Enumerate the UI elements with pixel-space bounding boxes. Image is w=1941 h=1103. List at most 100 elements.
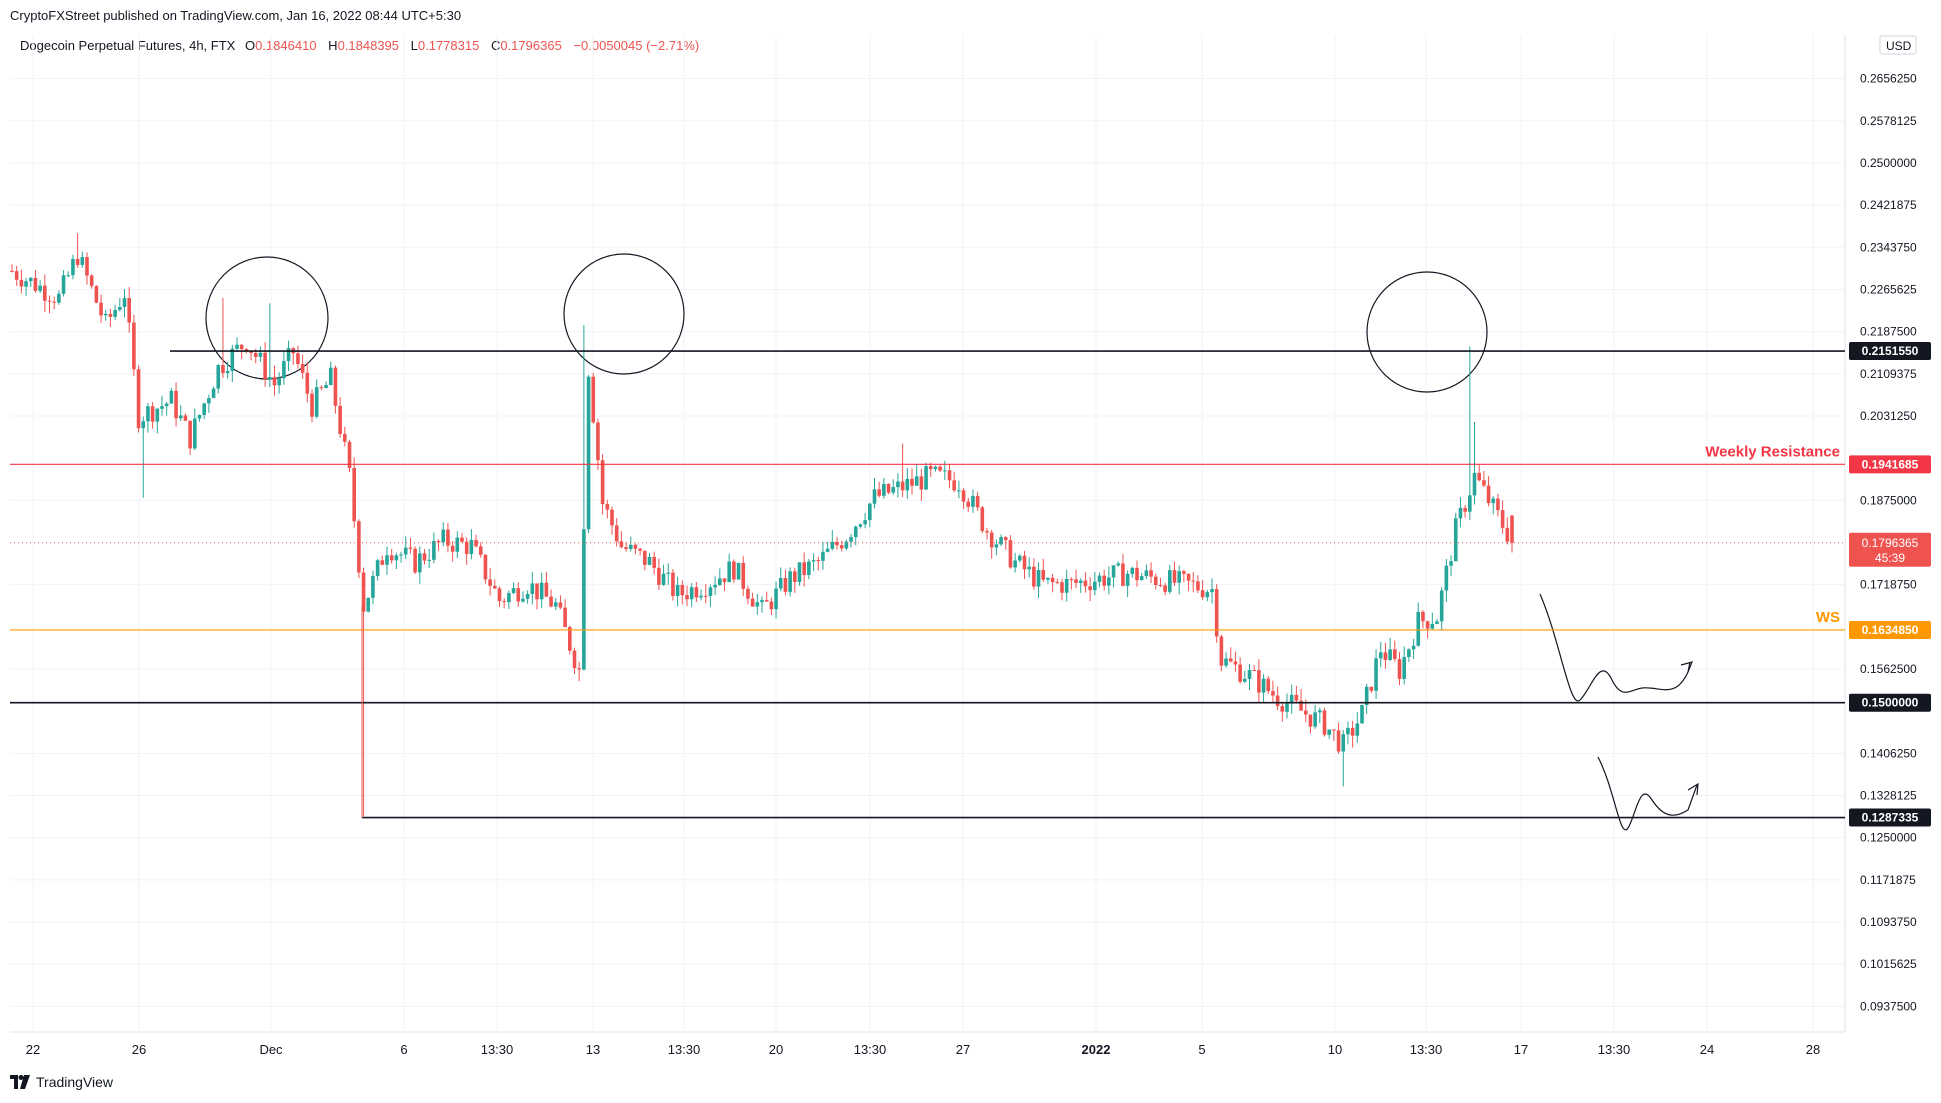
candle-body [66, 275, 71, 277]
candle-body [14, 271, 19, 280]
level-price-label: 0.1500000 [1862, 696, 1919, 710]
candle-body [938, 466, 942, 471]
candle-body [169, 390, 174, 404]
candle-body [1200, 590, 1205, 598]
candle-body [197, 414, 202, 419]
currency-label: USD [1886, 39, 1912, 53]
open-label: O [244, 38, 256, 53]
candle-body [57, 293, 61, 303]
candle-body [1388, 649, 1392, 660]
level-annotation: WS [1816, 609, 1840, 626]
candle-body [118, 306, 122, 310]
candle-body [563, 607, 567, 628]
candle-body [221, 365, 225, 374]
candle-body [685, 595, 689, 600]
candle-body [586, 376, 591, 530]
candle-body [1243, 678, 1247, 682]
candle-body [1093, 581, 1097, 591]
candle-body [549, 596, 553, 607]
candle-body [525, 593, 530, 599]
candle-body [624, 547, 628, 550]
candle-body [1238, 664, 1242, 682]
candle-body [403, 547, 408, 555]
level-price-box [1849, 620, 1931, 639]
candle-body [521, 598, 525, 602]
candle-body [605, 503, 610, 510]
candle-body [1041, 569, 1046, 580]
level-price-label: 0.2151550 [1862, 344, 1919, 358]
symbol-legend: Dogecoin Perpetual Futures, 4h, FTX O0.1… [20, 38, 699, 53]
candle-body [638, 548, 642, 551]
candle-body [493, 585, 497, 589]
candle-body [568, 627, 572, 651]
candle-body [1050, 577, 1055, 583]
candle-body [966, 501, 971, 507]
candle-body [455, 537, 460, 552]
candle-body [947, 470, 952, 481]
candle-body [357, 521, 361, 573]
candle-body [375, 560, 380, 576]
candle-body [643, 550, 647, 565]
candle-body [713, 584, 717, 588]
candle-body [596, 422, 600, 461]
candle-body [999, 537, 1003, 545]
candle-body [460, 537, 464, 542]
candle-body [666, 572, 671, 574]
candle-body [558, 602, 563, 608]
candle-body [296, 353, 300, 365]
candle-body [1069, 578, 1074, 580]
candle-body [703, 595, 708, 597]
x-tick-label: 2022 [1082, 1042, 1111, 1057]
candle-body [33, 277, 38, 291]
candle-body [1477, 472, 1481, 481]
candle-body [1153, 576, 1158, 586]
y-tick-label: 0.2187500 [1860, 325, 1917, 339]
candle-body [1149, 570, 1153, 577]
highlight-circle [205, 256, 329, 380]
y-tick-label: 0.2031250 [1860, 409, 1917, 423]
candle-series [10, 233, 1514, 817]
candle-body [10, 270, 14, 272]
candle-body [1472, 472, 1477, 496]
candle-body [1257, 670, 1261, 693]
x-tick-label: 13:30 [481, 1042, 514, 1057]
candle-body [1018, 555, 1022, 561]
candle-body [389, 555, 394, 561]
candle-body [1275, 695, 1280, 707]
candle-body [371, 575, 375, 598]
x-tick-label: 10 [1328, 1042, 1342, 1057]
candle-body [103, 313, 108, 316]
candle-body [268, 377, 272, 380]
candle-body [1294, 694, 1299, 701]
candle-body [1407, 649, 1411, 658]
candle-body [910, 478, 914, 486]
candle-body [1111, 565, 1116, 578]
level-price-box [1849, 342, 1931, 361]
candle-body [816, 560, 821, 562]
candle-body [694, 587, 699, 598]
candle-body [328, 367, 333, 385]
candle-body [582, 529, 586, 670]
candle-body [614, 525, 619, 542]
candle-body [1374, 658, 1378, 691]
candle-body [896, 481, 900, 488]
candle-body [755, 602, 760, 607]
candle-body [1177, 571, 1181, 583]
candle-body [338, 405, 342, 434]
y-tick-label: 0.2265625 [1860, 282, 1917, 296]
candle-body [652, 556, 656, 568]
candle-body [1144, 570, 1149, 577]
candle-body [1139, 576, 1144, 581]
candle-body [408, 547, 413, 549]
candle-body [1486, 485, 1491, 504]
y-tick-label: 0.0937500 [1860, 999, 1917, 1013]
candle-body [994, 544, 999, 548]
candle-body [778, 577, 783, 589]
candle-body [1163, 585, 1167, 592]
candle-body [975, 495, 980, 508]
candle-body [380, 560, 385, 565]
candle-body [1186, 573, 1191, 581]
candle-body [1205, 592, 1210, 598]
candle-body [811, 560, 816, 562]
